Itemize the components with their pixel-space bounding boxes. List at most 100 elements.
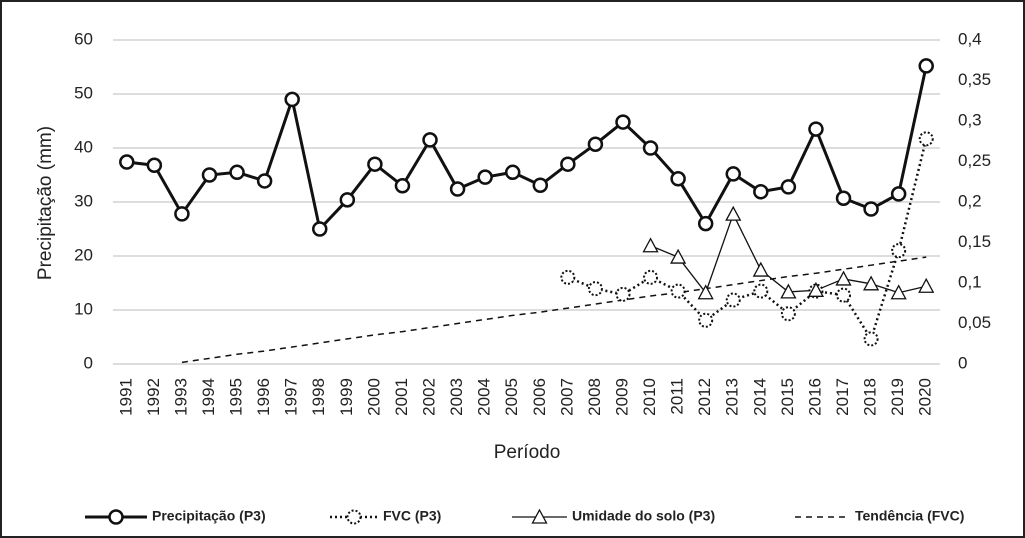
x-tick-label: 2008 [585, 378, 604, 416]
series-line [567, 138, 928, 342]
marker [918, 131, 934, 147]
x-tick-label: 2002 [420, 378, 439, 416]
series-line [181, 256, 927, 364]
marker [725, 166, 741, 182]
marker [587, 281, 603, 297]
x-tick-label: 2020 [916, 378, 935, 416]
marker [587, 136, 604, 152]
x-tick-label: 2009 [612, 378, 631, 416]
x-tick-label: 1995 [227, 378, 246, 416]
marker [780, 283, 797, 299]
x-tick-label: 2019 [888, 378, 907, 416]
marker [890, 186, 907, 202]
x-tick-label: 2016 [805, 378, 824, 416]
legend-label: Umidade do solo (P3) [572, 508, 715, 524]
x-tick-label: 2000 [364, 378, 383, 416]
x-tick-label: 2005 [502, 378, 521, 416]
y-tick-label: 60 [74, 29, 93, 48]
marker [339, 192, 356, 208]
legend-label: FVC (P3) [383, 508, 441, 524]
x-tick-label: 1998 [309, 378, 328, 416]
x-tick-label: 2012 [695, 378, 714, 416]
marker [174, 206, 190, 222]
y2-tick-label: 0,25 [958, 151, 991, 170]
marker [108, 509, 124, 525]
marker [560, 269, 576, 285]
legend-label: Tendência (FVC) [855, 508, 964, 524]
marker [229, 164, 245, 181]
x-tick-label: 2013 [723, 378, 742, 416]
marker [863, 201, 879, 217]
y2-tick-label: 0,2 [958, 191, 982, 210]
marker [394, 178, 411, 194]
x-tick-label: 2018 [861, 378, 880, 416]
marker [836, 287, 852, 303]
legend-label: Precipitação (P3) [152, 508, 266, 524]
marker [532, 177, 549, 194]
y-tick-label: 0 [84, 353, 93, 372]
x-tick-label: 2010 [640, 378, 659, 416]
marker [698, 312, 714, 328]
y2-tick-label: 0,3 [958, 110, 982, 129]
marker [697, 284, 714, 300]
x-tick-label: 2014 [750, 378, 769, 416]
marker [346, 509, 362, 525]
x-tick-label: 1993 [171, 378, 190, 416]
marker [753, 183, 769, 200]
marker [531, 508, 548, 524]
y-tick-label: 20 [74, 245, 93, 264]
marker [835, 270, 852, 286]
x-tick-label: 2011 [668, 378, 687, 415]
marker [422, 132, 438, 148]
marker [835, 190, 852, 206]
marker [367, 156, 383, 172]
marker [642, 237, 659, 253]
y2-tick-label: 0,4 [958, 29, 982, 48]
marker [807, 281, 825, 297]
marker [862, 275, 880, 291]
marker [615, 114, 631, 130]
marker [284, 91, 300, 108]
marker [752, 261, 769, 277]
marker [615, 286, 631, 302]
marker [890, 284, 907, 300]
marker [863, 331, 879, 347]
marker [504, 164, 521, 181]
x-tick-label: 1991 [116, 378, 135, 416]
x-tick-label: 2006 [530, 378, 549, 416]
marker [670, 171, 686, 187]
marker [725, 205, 742, 221]
marker [201, 167, 218, 183]
marker [146, 157, 163, 174]
y2-tick-label: 0,1 [958, 272, 982, 291]
marker [780, 306, 796, 322]
marker [670, 283, 686, 299]
marker [256, 173, 273, 189]
y-tick-label: 30 [74, 191, 93, 210]
x-tick-label: 1992 [144, 378, 163, 416]
marker [891, 243, 907, 259]
marker [808, 121, 824, 137]
y2-tick-label: 0,35 [958, 70, 991, 89]
marker [560, 156, 576, 172]
x-tick-label: 2001 [392, 378, 411, 416]
marker [918, 58, 934, 74]
marker [780, 179, 797, 195]
marker [643, 269, 659, 285]
marker [449, 181, 466, 197]
x-tick-label: 2015 [778, 378, 797, 416]
x-tick-label: 2007 [557, 378, 576, 416]
x-axis-title: Período [494, 442, 561, 463]
y-tick-label: 40 [74, 137, 93, 156]
x-tick-label: 1994 [199, 378, 218, 416]
y2-tick-label: 0,15 [958, 232, 991, 251]
y2-tick-label: 0,05 [958, 313, 991, 332]
marker [725, 292, 741, 308]
marker [670, 248, 687, 264]
marker [642, 140, 659, 156]
marker [697, 215, 714, 232]
marker [119, 154, 135, 170]
